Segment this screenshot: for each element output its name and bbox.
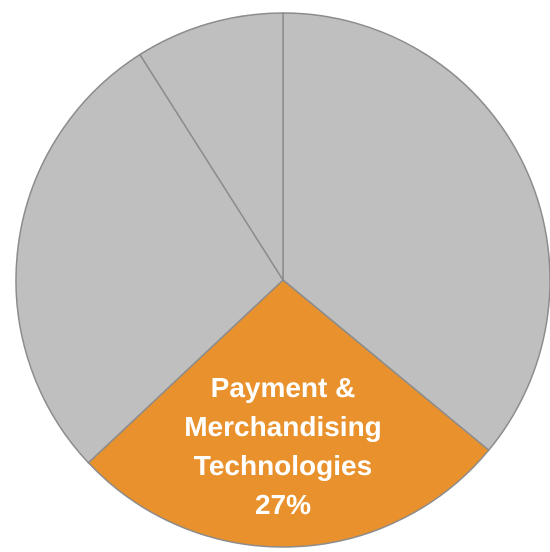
pie-slice — [87, 279, 490, 548]
pie-slice — [282, 12, 550, 452]
pie-slice — [15, 53, 284, 464]
slice-value-label: 27% — [254, 489, 312, 520]
slice-label: Payment & Merchandising Technologies — [184, 372, 382, 481]
pie-slice — [138, 12, 284, 283]
